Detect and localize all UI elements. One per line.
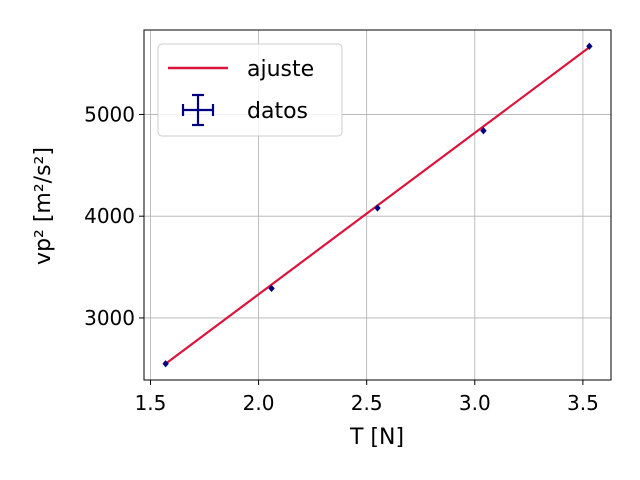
data-point bbox=[586, 42, 593, 50]
plot-frame bbox=[143, 29, 612, 381]
legend: ajuste datos bbox=[157, 43, 343, 137]
y-tick-label: 3000 bbox=[84, 306, 135, 330]
data-point bbox=[480, 127, 487, 135]
x-tick-label: 2.5 bbox=[351, 391, 383, 415]
x-tick-label: 1.5 bbox=[135, 391, 167, 415]
x-axis-label: T [N] bbox=[349, 425, 404, 450]
data-point bbox=[374, 204, 381, 212]
legend-datos-swatch bbox=[181, 93, 215, 127]
axis-ticks: 1.5 2.0 2.5 3.0 3.5 3000 4000 5000 bbox=[84, 102, 599, 415]
x-tick-label: 2.0 bbox=[243, 391, 275, 415]
y-axis-label: vp² [m²/s²] bbox=[31, 147, 56, 265]
legend-datos-label: datos bbox=[247, 99, 308, 124]
data-point bbox=[268, 284, 275, 293]
legend-ajuste-label: ajuste bbox=[247, 57, 314, 82]
plot-marks bbox=[162, 42, 593, 368]
x-tick-label: 3.0 bbox=[459, 391, 491, 415]
x-tick-label: 3.5 bbox=[567, 391, 599, 415]
y-tick-label: 4000 bbox=[84, 204, 135, 228]
y-tick-label: 5000 bbox=[84, 102, 135, 126]
data-point bbox=[162, 360, 169, 368]
